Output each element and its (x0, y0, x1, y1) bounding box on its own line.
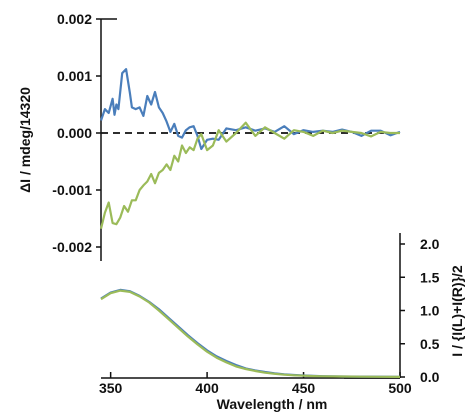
x-tick-label: 450 (292, 380, 316, 396)
top-y-tick-label: 0.002 (57, 11, 92, 27)
top-series-line-2 (99, 121, 400, 230)
top-y-tick-label: 0.000 (57, 125, 92, 141)
bottom-series-group (100, 288, 401, 378)
top-y-ticks: 0.002 0.001 0.000 -0.001 -0.002 (52, 11, 101, 255)
bottom-y-ticks: 2.0 1.5 1.0 0.5 0.0 (400, 236, 440, 385)
top-y-tick-label: -0.001 (52, 182, 92, 198)
bottom-y-tick-label: 0.0 (420, 369, 440, 385)
x-tick-label: 500 (388, 380, 412, 396)
bottom-y-tick-label: 2.0 (420, 236, 440, 252)
bottom-y-axis-label: I / {I(L)+I(R)}/2 (449, 265, 465, 357)
x-tick-label: 350 (99, 380, 123, 396)
x-tick-label: 400 (195, 380, 219, 396)
bottom-series-line-2 (100, 289, 401, 378)
top-y-axis-label: ΔI / mdeg/14320 (17, 87, 33, 193)
bottom-y-tick-label: 0.5 (420, 336, 440, 352)
top-y-tick-label: -0.002 (52, 239, 92, 255)
bottom-series-line-1 (100, 288, 401, 378)
top-series-group (99, 68, 401, 230)
bottom-y-tick-label: 1.0 (420, 303, 440, 319)
top-y-tick-label: 0.001 (57, 68, 92, 84)
x-ticks: 350 400 450 500 (99, 372, 412, 396)
x-axis-label: Wavelength / nm (217, 396, 328, 412)
bottom-y-tick-label: 1.5 (420, 269, 440, 285)
top-series-line-1 (99, 68, 401, 151)
